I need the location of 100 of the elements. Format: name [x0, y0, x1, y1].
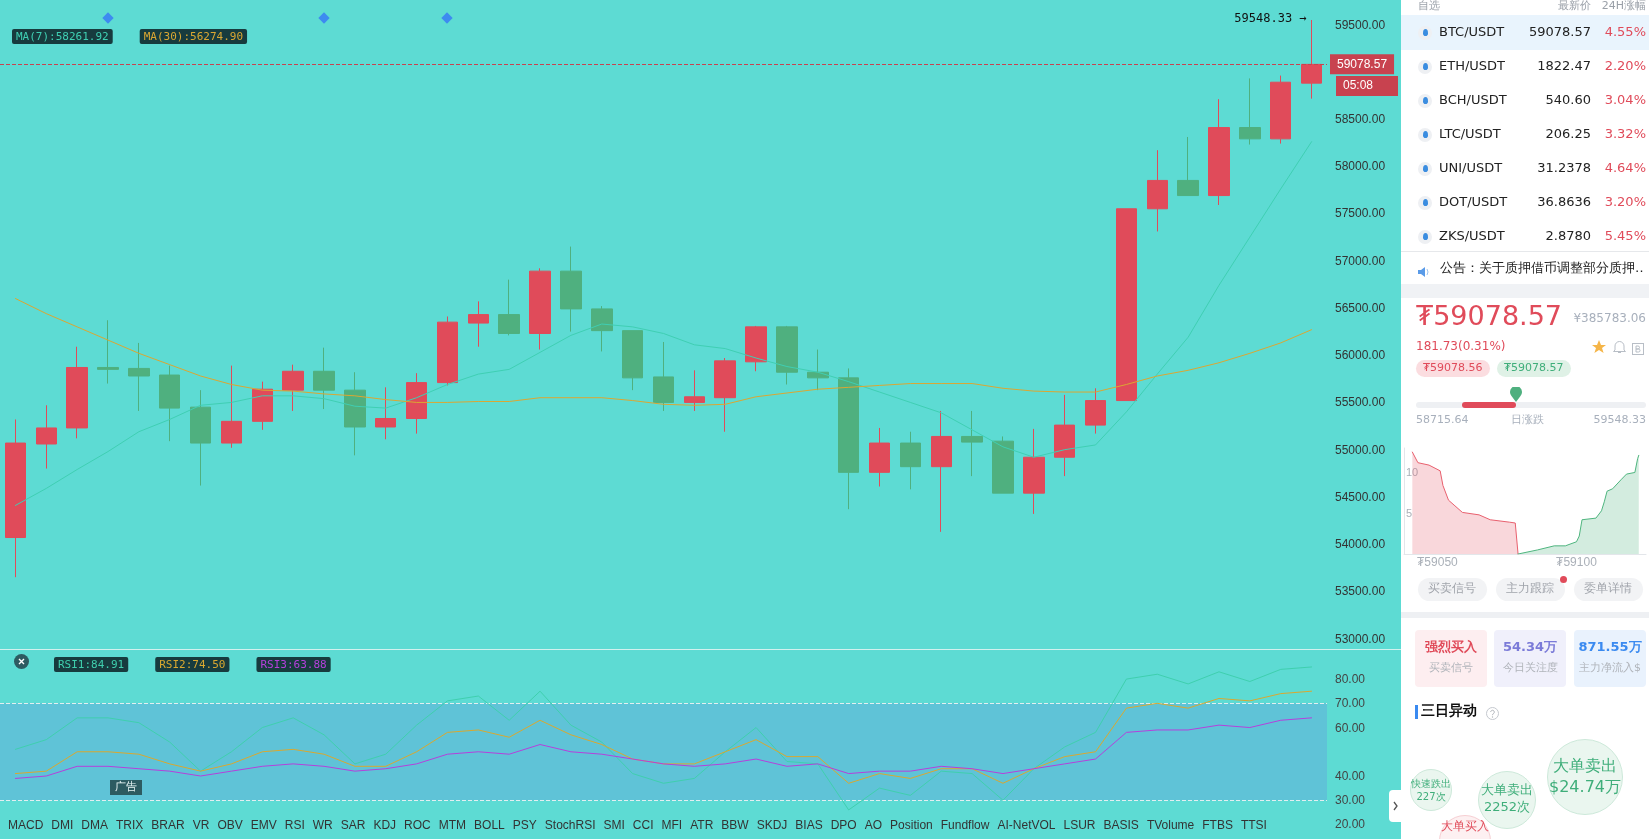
line-series — [14, 717, 1313, 779]
text: 大单卖出 — [1553, 756, 1617, 776]
text: 委单详情 — [1584, 581, 1632, 596]
candlestick — [128, 342, 150, 412]
candlestick — [1085, 387, 1106, 435]
y-tick-label: 70.00 — [1335, 696, 1366, 711]
candlestick — [653, 341, 674, 412]
y-tick-label: 30.00 — [1335, 793, 1366, 808]
annotation: AI-NetVOL — [997, 818, 1056, 832]
y-tick-label: 59500.00 — [1335, 17, 1386, 32]
text: ₮59078.57 — [1497, 360, 1571, 377]
ref-line-label: 59078.57 — [1337, 57, 1388, 72]
text: 日涨跌 — [1510, 413, 1544, 427]
text: 自选 — [1418, 0, 1440, 13]
text: 1822.47 — [1537, 58, 1591, 74]
y-tick-label: 57000.00 — [1335, 253, 1386, 268]
annotation: RSI — [284, 818, 305, 832]
text: 主力净流入$ — [1579, 661, 1641, 675]
candlestick — [252, 381, 273, 431]
text: MA(7):58261.92 — [16, 30, 109, 43]
text: BTC/USDT — [1439, 24, 1505, 40]
text: 快速跌出 — [1411, 778, 1451, 790]
annotation: ROC — [404, 818, 431, 832]
y-tick-label: 55500.00 — [1335, 395, 1386, 410]
candlestick — [468, 300, 489, 348]
candlestick — [1270, 75, 1291, 145]
annotation: SKDJ — [756, 818, 788, 832]
y-tick-label: 5 — [1406, 507, 1413, 520]
annotation: PSY — [512, 818, 537, 832]
annotation: MFI — [661, 818, 683, 832]
text: RSI3:63.88 — [260, 658, 327, 671]
y-tick-label: 56500.00 — [1335, 300, 1386, 315]
line-series — [14, 298, 1313, 406]
y-tick-label: 60.00 — [1335, 720, 1366, 735]
text: 2.8780 — [1545, 228, 1591, 244]
x-tick-label: ₮59050 — [1417, 555, 1459, 569]
candlestick — [931, 410, 952, 533]
candlestick — [869, 427, 890, 488]
text: 3.32% — [1604, 126, 1646, 142]
candlestick — [406, 372, 427, 435]
annotation: FTBS — [1202, 818, 1233, 832]
text: ZKS/USDT — [1439, 228, 1505, 244]
text: 最新价 — [1558, 0, 1591, 13]
text: 227次 — [1416, 791, 1446, 803]
candlestick — [66, 346, 88, 439]
text: 540.60 — [1545, 92, 1591, 108]
annotation: TVolume — [1146, 818, 1195, 832]
candlestick — [1054, 394, 1075, 477]
candlestick — [776, 325, 798, 385]
text: ₮59078.56 — [1416, 360, 1490, 377]
text: DOT/USDT — [1439, 194, 1508, 210]
candlestick — [560, 246, 582, 333]
text: 2.20% — [1604, 58, 1646, 74]
text: ¥385783.06 — [1573, 311, 1646, 326]
annotation: MTM — [438, 818, 467, 832]
text: LTC/USDT — [1439, 126, 1501, 142]
annotation: MACD — [8, 818, 44, 832]
annotation: BASIS — [1103, 818, 1139, 832]
text: BCH/USDT — [1439, 92, 1507, 108]
annotation: DMA — [81, 818, 109, 832]
candlestick — [313, 347, 335, 410]
candlestick — [344, 371, 366, 456]
text: MA(30):56274.90 — [143, 30, 244, 43]
text: 31.2378 — [1537, 160, 1591, 176]
line-series — [14, 141, 1313, 506]
candlestick — [437, 315, 458, 386]
candlestick — [221, 365, 242, 449]
candlestick — [1023, 428, 1045, 515]
annotation: AO — [864, 818, 883, 832]
text: 59078.57 — [1528, 24, 1591, 40]
text: 大单卖出 — [1481, 782, 1533, 798]
annotation: WR — [312, 818, 333, 832]
annotation: VR — [192, 818, 210, 832]
text: 今日关注度 — [1502, 661, 1558, 675]
text: 5.45% — [1604, 228, 1646, 244]
candlestick — [375, 386, 396, 440]
text: 54.34万 — [1502, 639, 1558, 655]
text: ETH/USDT — [1439, 58, 1506, 74]
text: 59548.33 — [1593, 413, 1646, 427]
candlestick — [1239, 77, 1261, 146]
y-tick-label: 54500.00 — [1335, 489, 1386, 504]
y-tick-label: 10 — [1406, 466, 1419, 479]
annotation: Fundflow — [940, 818, 990, 832]
y-tick-label: 57500.00 — [1335, 206, 1386, 221]
annotation: BRAR — [151, 818, 185, 832]
text: 206.25 — [1545, 126, 1591, 142]
text: 三日异动 — [1421, 702, 1477, 719]
text: 4.64% — [1604, 160, 1646, 176]
annotation: LSUR — [1063, 818, 1096, 832]
text: RSI1:84.91 — [58, 658, 125, 671]
text: 3.04% — [1604, 92, 1646, 108]
candlestick — [1147, 149, 1168, 232]
text: 05:08 — [1336, 76, 1398, 97]
annotation: SAR — [340, 818, 366, 832]
annotation: CCI — [632, 818, 654, 832]
candlestick — [498, 279, 520, 336]
candlestick — [591, 305, 613, 352]
annotation: 广告 — [110, 780, 142, 795]
text: 4.55% — [1604, 24, 1646, 40]
y-tick-label: 40.00 — [1335, 769, 1366, 783]
